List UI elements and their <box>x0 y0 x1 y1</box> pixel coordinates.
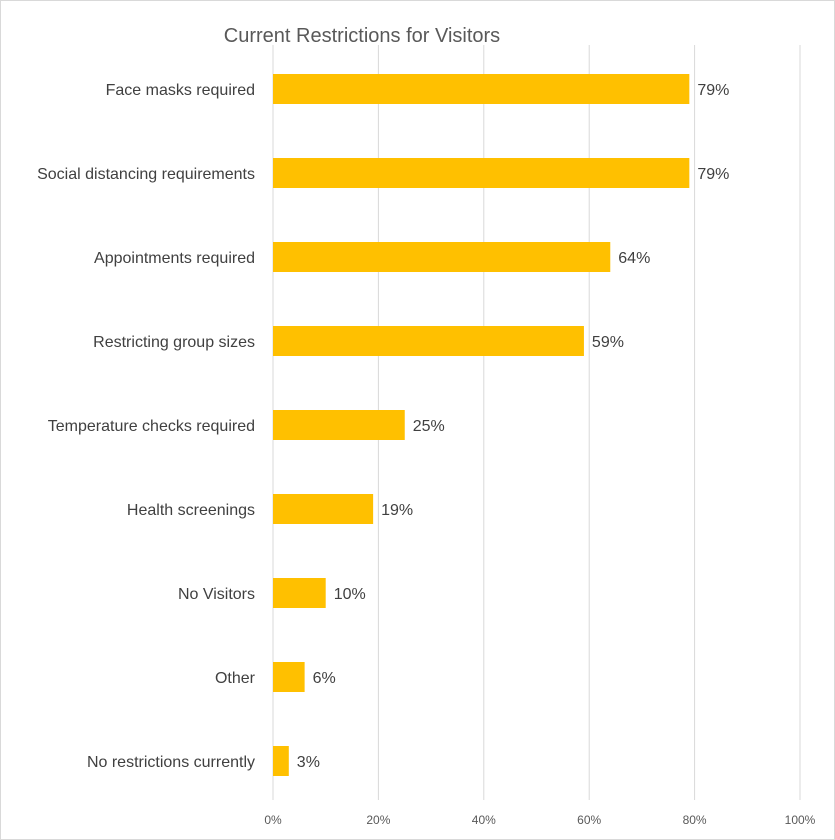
bar <box>273 158 690 188</box>
value-labels: 79% 79% 64% 59% 25% 19% 10% 6% 3% <box>297 82 730 771</box>
category-label: Appointments required <box>94 250 255 267</box>
data-label: 25% <box>413 418 445 435</box>
x-tick-label: 60% <box>577 813 601 827</box>
data-label: 79% <box>697 166 729 183</box>
bars <box>273 74 690 776</box>
x-tick-label: 100% <box>785 813 816 827</box>
data-label: 19% <box>381 502 413 519</box>
bar <box>273 326 584 356</box>
data-label: 3% <box>297 754 320 771</box>
category-labels: Face masks required Social distancing req… <box>37 82 256 771</box>
data-label: 6% <box>313 670 336 687</box>
data-label: 59% <box>592 334 624 351</box>
data-label: 79% <box>697 82 729 99</box>
category-label: Face masks required <box>106 82 255 99</box>
bar <box>273 242 611 272</box>
category-label: Social distancing requirements <box>37 166 255 183</box>
bar <box>273 746 289 776</box>
category-label: Temperature checks required <box>48 418 255 435</box>
x-tick-label: 80% <box>683 813 707 827</box>
category-label: No Visitors <box>178 586 255 603</box>
bar <box>273 494 374 524</box>
category-label: No restrictions currently <box>87 754 255 771</box>
x-tick-label: 20% <box>366 813 390 827</box>
category-label: Other <box>215 670 256 687</box>
bar <box>273 74 690 104</box>
x-tick-label: 0% <box>264 813 282 827</box>
bar <box>273 410 405 440</box>
x-axis-ticks: 0% 20% 40% 60% 80% 100% <box>264 813 815 827</box>
bar <box>273 662 305 692</box>
bar <box>273 578 326 608</box>
data-label: 10% <box>334 586 366 603</box>
x-tick-label: 40% <box>472 813 496 827</box>
category-label: Restricting group sizes <box>93 334 255 351</box>
data-label: 64% <box>618 250 650 267</box>
chart-title: Current Restrictions for Visitors <box>224 25 500 47</box>
category-label: Health screenings <box>127 502 255 519</box>
